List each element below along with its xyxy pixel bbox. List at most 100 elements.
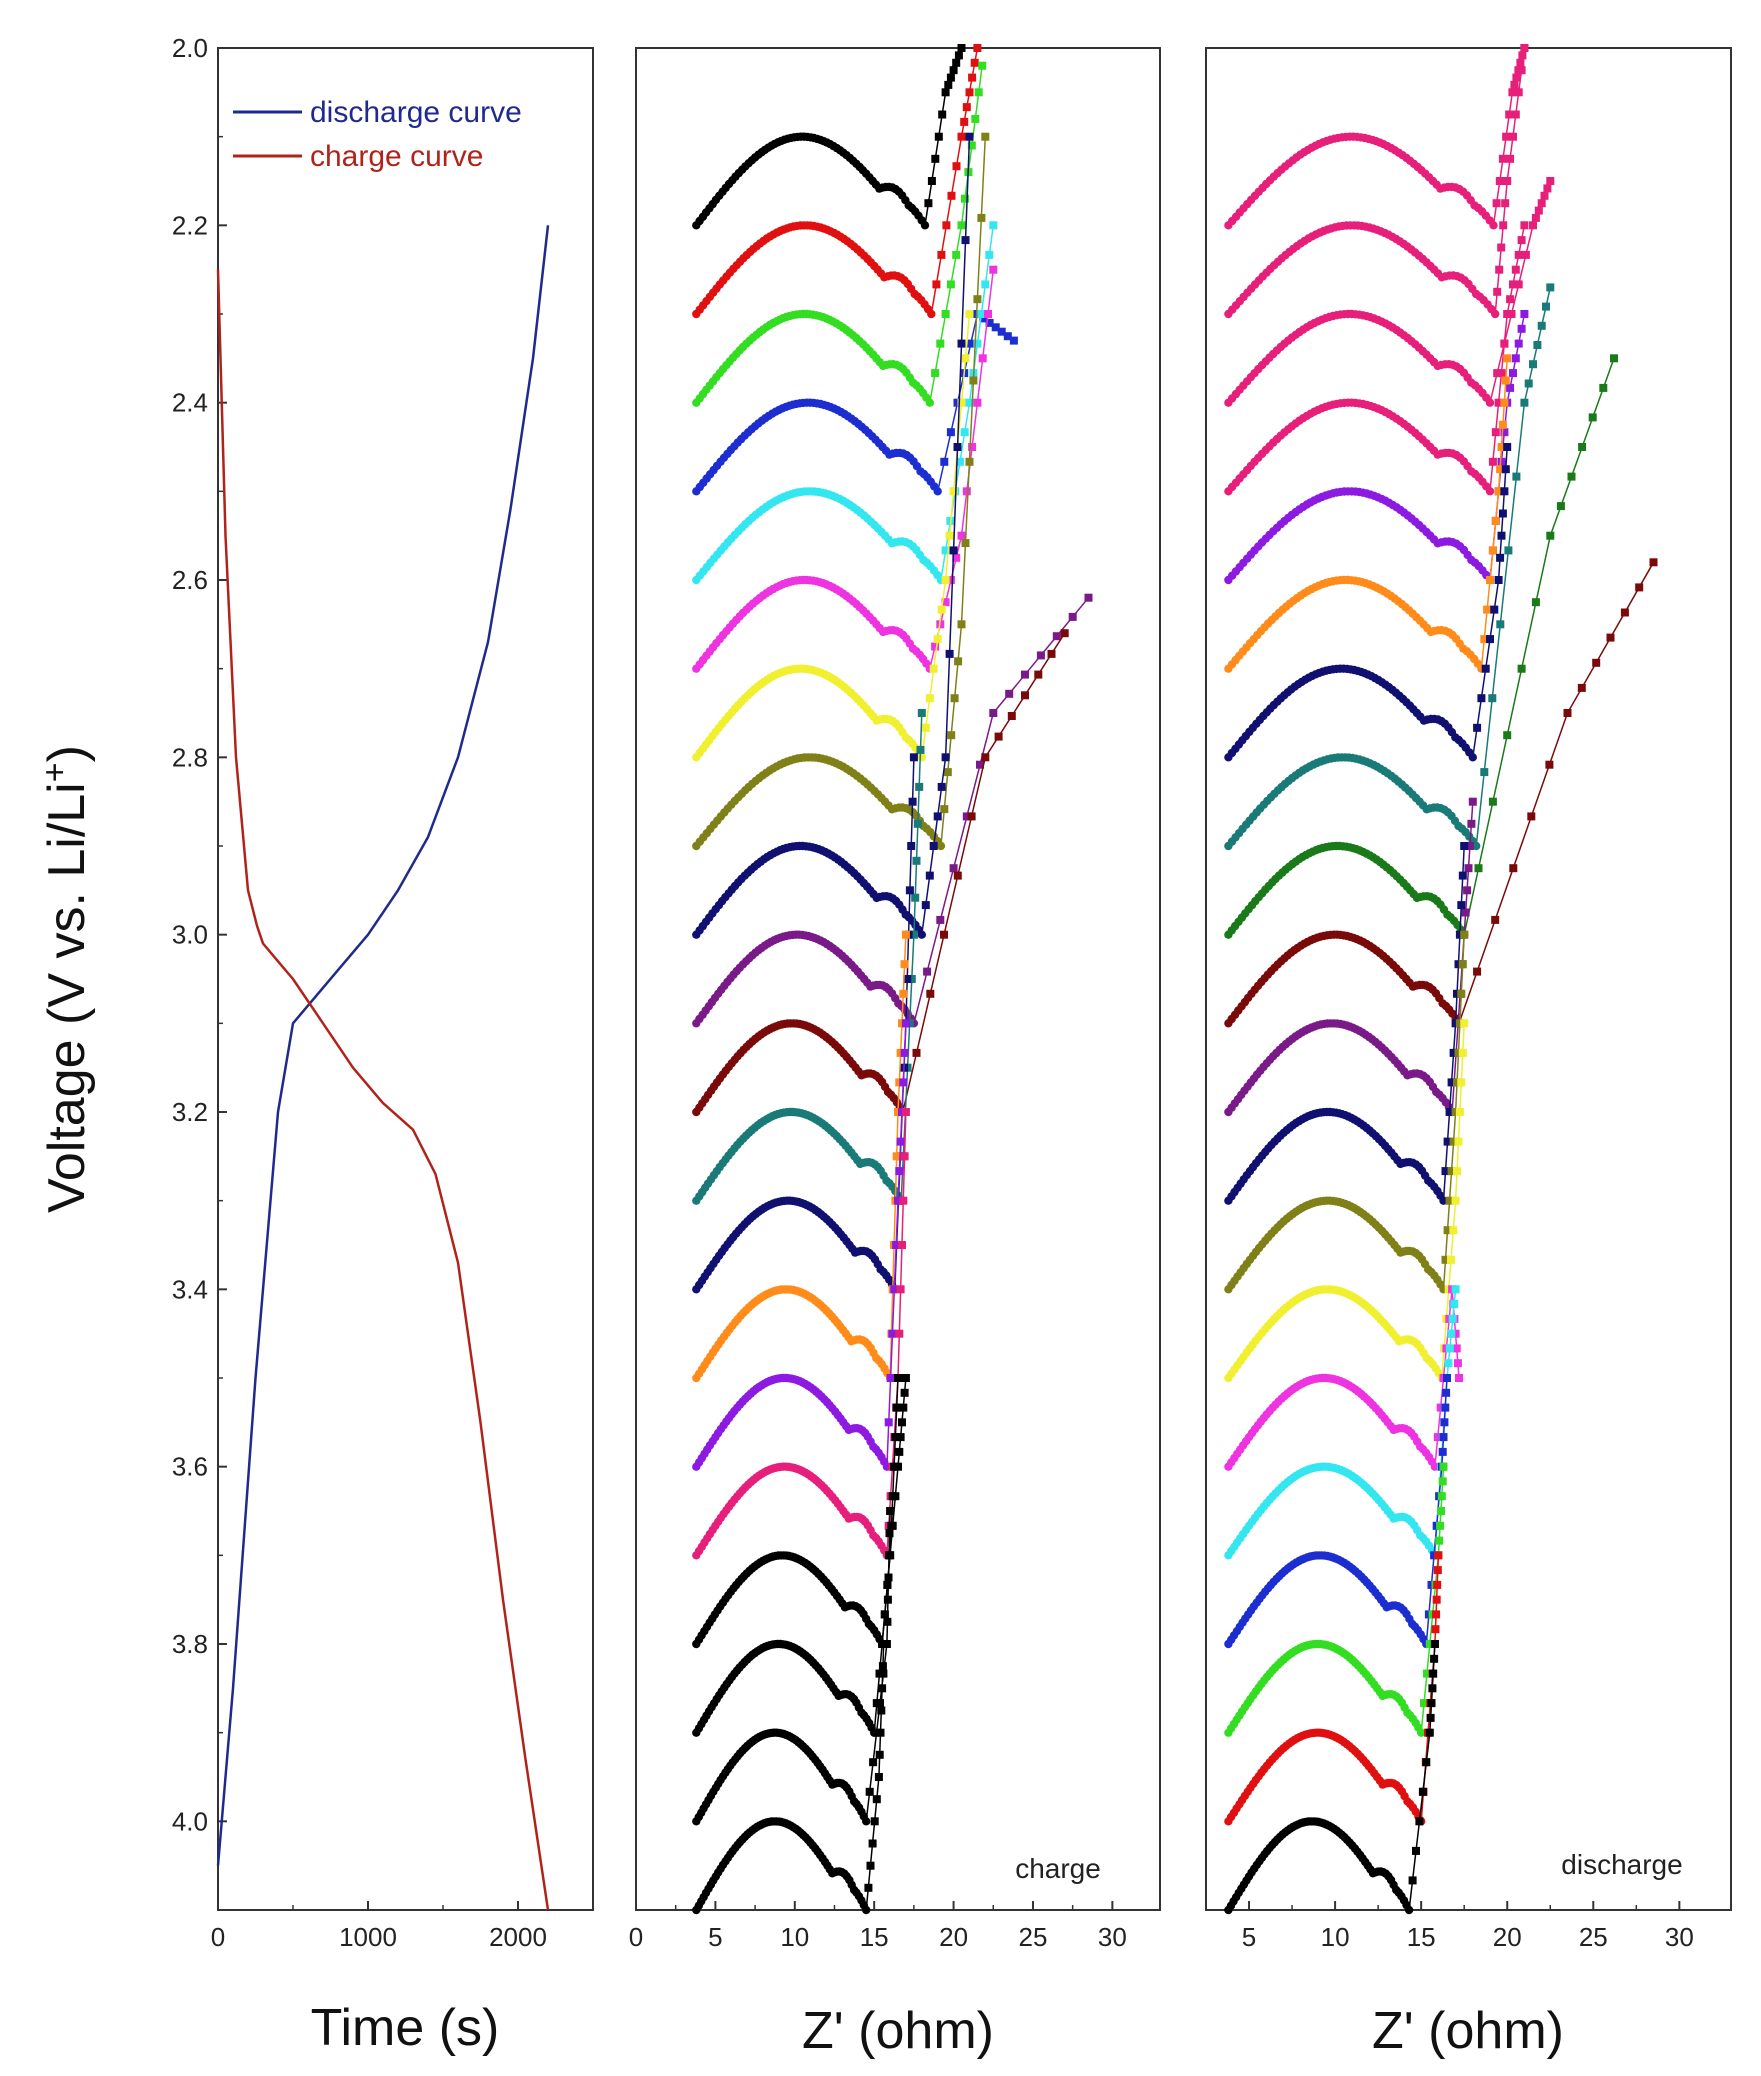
charge-tail-point	[962, 487, 971, 496]
charge-tail-point	[876, 1699, 884, 1708]
charge-tail-point	[912, 856, 921, 865]
voltage-y-tick-label: 2.0	[172, 33, 208, 63]
discharge-tail-point	[1428, 1684, 1437, 1693]
charge-x-axis-title: Z' (ohm)	[802, 2002, 994, 2060]
discharge-tail-point	[1442, 1388, 1451, 1397]
discharge-tail-point	[1508, 88, 1517, 97]
charge-tail-point	[961, 236, 970, 245]
discharge-spectrum	[1224, 842, 1469, 1205]
ylabel-superscript: +	[36, 762, 74, 782]
nyquist-discharge-panel: 5 10 15 20 25 30 discharge Z' (ohm)	[1205, 44, 1732, 2060]
discharge-tail-point	[1514, 339, 1523, 348]
discharge-tail-point	[1497, 243, 1506, 252]
time-x-tick-label: 0	[211, 1922, 225, 1952]
discharge-tail-point	[1500, 339, 1509, 348]
discharge-tail-point	[1460, 1019, 1469, 1028]
discharge-tail-point	[1455, 1019, 1464, 1028]
discharge-spectrum	[1224, 558, 1658, 1028]
charge-tail-point	[941, 310, 950, 318]
discharge-tail-point	[1433, 1580, 1442, 1589]
charge-tail-point	[896, 1433, 905, 1442]
discharge-tail-point	[1481, 664, 1490, 673]
charge-tail-point	[941, 598, 950, 607]
discharge-tail-point	[1435, 1536, 1444, 1545]
charge-tail-point	[1003, 332, 1012, 341]
nyquist-discharge-frame	[1205, 47, 1732, 1911]
charge-tail-point	[997, 327, 1006, 336]
charge-tail-point	[888, 1492, 897, 1501]
charge-tail-point	[872, 1795, 881, 1804]
charge-tail-point	[900, 1152, 909, 1161]
charge-tail-point	[909, 753, 918, 762]
discharge-tail-point	[1503, 731, 1512, 740]
legend: discharge curve charge curve	[233, 96, 522, 173]
voltage-time-frame	[217, 47, 594, 1911]
charge-tail-point	[879, 1669, 888, 1678]
charge-tail-point	[911, 893, 920, 902]
discharge-x-axis: 5 10 15 20 25 30	[1242, 1901, 1694, 1952]
discharge-tail-point	[1500, 487, 1509, 496]
charge-tail-point	[924, 199, 933, 208]
charge-tail-point	[895, 1167, 904, 1176]
discharge-tail-point	[1457, 901, 1466, 910]
charge-tail-point	[1005, 689, 1014, 698]
discharge-tail-point	[1503, 177, 1512, 185]
discharge-tail-point	[1517, 66, 1526, 75]
discharge-tail-point	[1467, 819, 1476, 828]
discharge-tail-point	[1497, 457, 1506, 466]
charge-tail-point	[957, 339, 966, 348]
discharge-tail-point	[1460, 842, 1469, 850]
discharge-tail-point	[1454, 960, 1463, 969]
discharge-tail-point	[1438, 1447, 1447, 1456]
charge-spectrum	[692, 310, 974, 762]
discharge-tail-point	[1426, 1713, 1435, 1722]
charge-tail-point	[946, 73, 955, 82]
voltage-y-tick-label: 3.2	[172, 1097, 208, 1127]
discharge-spectrum	[1224, 354, 1618, 939]
charge-tail-point	[960, 428, 969, 437]
charge-tail-point	[950, 694, 959, 703]
charge-tail-point	[991, 323, 1000, 332]
discharge-tail-point	[1556, 502, 1565, 511]
discharge-tail-point	[1498, 154, 1507, 163]
charge-tail-point	[900, 960, 909, 969]
charge-tail-point	[968, 443, 977, 451]
charge-tail-point	[961, 354, 970, 363]
charge-tail-point	[894, 1196, 902, 1205]
charge-tail-point	[937, 782, 946, 791]
charge-tail-point	[941, 753, 950, 762]
charge-tail-point	[953, 443, 962, 451]
discharge-tail-point	[1451, 1196, 1460, 1205]
discharge-tail-point	[1422, 1669, 1431, 1678]
charge-tail-point	[969, 376, 978, 385]
discharge-tail-point	[1496, 465, 1505, 474]
discharge-tail-point	[1546, 177, 1555, 185]
charge-tail-point	[952, 553, 961, 562]
discharge-tail-point	[1498, 420, 1507, 429]
charge-tail-point	[886, 1374, 895, 1382]
discharge-tail-point	[1498, 509, 1507, 518]
discharge-tail-point	[1635, 583, 1644, 592]
charge-tail-point	[929, 842, 938, 850]
charge-tail-point	[965, 132, 974, 141]
charge-tail-point	[965, 88, 974, 97]
charge-tail-point	[880, 1610, 889, 1619]
discharge-tail-point	[1491, 516, 1500, 525]
charge-tail-point	[946, 428, 955, 437]
charge-tail-point	[941, 576, 950, 584]
charge-tail-point	[933, 812, 942, 821]
charge-tail-point	[936, 339, 945, 348]
discharge-tail-point	[1488, 694, 1497, 703]
discharge-tail-point	[1448, 1314, 1457, 1323]
charge-spectrum	[692, 44, 966, 230]
charge-tail-point	[883, 1580, 892, 1589]
discharge-tail-point	[1486, 576, 1494, 584]
legend-discharge-label: discharge curve	[310, 96, 522, 129]
charge-tail-point	[943, 768, 952, 777]
charge-tail-point	[887, 1521, 896, 1530]
charge-tail-point	[916, 745, 925, 754]
charge-tail-point	[946, 280, 955, 289]
charge-tail-point	[892, 1241, 901, 1249]
charge-tail-point	[878, 1662, 887, 1671]
charge-tail-point	[926, 989, 935, 998]
